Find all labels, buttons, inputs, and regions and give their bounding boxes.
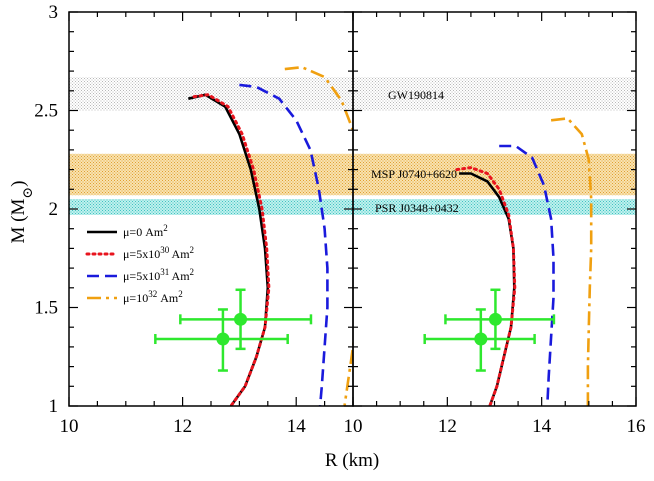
curve-right-1	[455, 166, 517, 406]
band-label-msp-j0740: MSP J0740+6620	[371, 167, 457, 181]
y-tick-label: 2	[49, 199, 59, 220]
error-points-left	[154, 288, 313, 372]
legend-entry-3: μ=1032 Am2	[123, 289, 183, 305]
nicer-error-points	[154, 288, 556, 372]
curve-right-3	[550, 117, 593, 406]
panel-left-curves	[188, 65, 353, 406]
axes	[68, 11, 637, 407]
band-label-gw190814: GW190814	[388, 88, 444, 102]
legend-entry-1: μ=5x1030 Am2	[123, 245, 194, 261]
mass-radius-curves	[188, 65, 593, 406]
x-tick-label: 14	[532, 416, 552, 437]
y-tick-label: 1	[49, 396, 59, 417]
curve-right-2	[499, 144, 555, 406]
error-points-right	[423, 288, 556, 372]
tick-labels: 10 12 14 10 12 14 16 1 1.5 2 2.5 3	[34, 2, 645, 437]
legend-entry-0: μ=0 Am2	[123, 223, 168, 239]
legend-entry-2: μ=5x1031 Am2	[123, 267, 194, 283]
curve-left-3	[284, 65, 353, 406]
legend: μ=0 Am2 μ=5x1030 Am2 μ=5x1031 Am2 μ=1032 Am…	[85, 223, 194, 305]
curve-left-1	[192, 93, 271, 406]
x-tick-label: 14	[287, 416, 307, 437]
error-point-0	[216, 332, 230, 346]
x-tick-label: 12	[173, 416, 192, 437]
curve-left-2	[239, 83, 329, 406]
error-point-0	[474, 332, 488, 346]
x-tick-label: 12	[438, 416, 457, 437]
y-axis-label: M (M⊙)	[8, 181, 36, 244]
error-point-1	[234, 312, 248, 326]
band-label-psr-j0348: PSR J0348+0432	[375, 201, 459, 215]
y-tick-label: 2.5	[34, 101, 58, 122]
y-tick-label: 1.5	[34, 298, 58, 319]
y-tick-label: 3	[49, 2, 59, 23]
x-tick-label: 16	[627, 416, 646, 437]
panel-right-curves	[455, 117, 593, 406]
x-tick-label: 10	[60, 416, 79, 437]
x-tick-label: 10	[344, 416, 363, 437]
curve-left-0	[188, 93, 270, 406]
error-point-1	[488, 312, 502, 326]
x-axis-label: R (km)	[325, 450, 379, 471]
